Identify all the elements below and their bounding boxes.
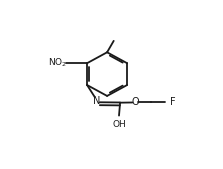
Text: N: N	[93, 96, 101, 106]
Text: OH: OH	[112, 120, 126, 129]
Text: F: F	[170, 98, 175, 107]
Text: NO$_2$: NO$_2$	[48, 57, 67, 69]
Text: O: O	[131, 98, 139, 107]
